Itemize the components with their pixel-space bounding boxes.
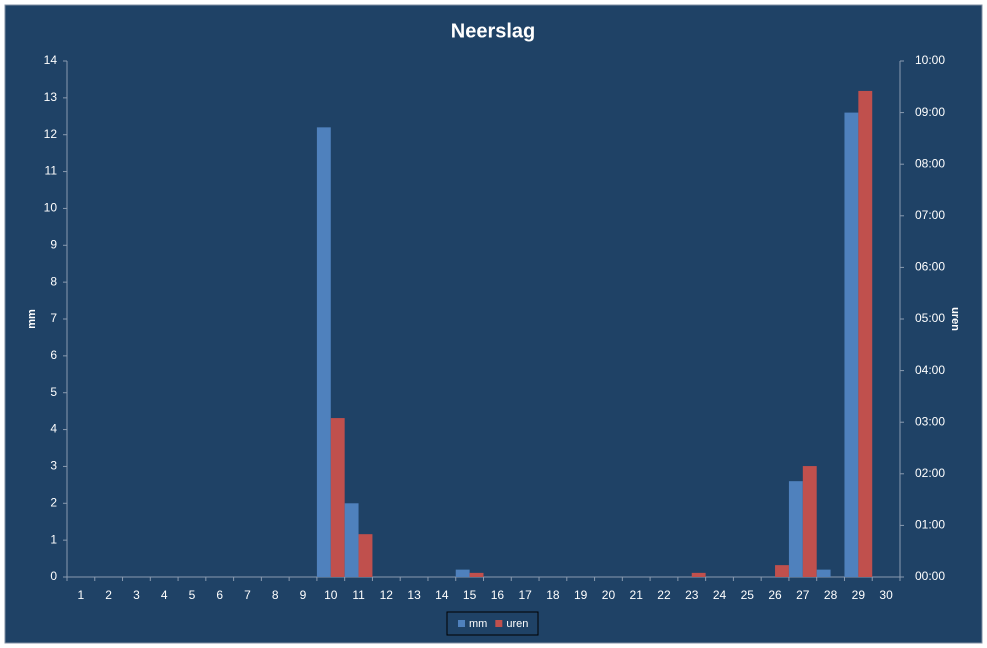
bar <box>844 112 859 577</box>
x-tick-label: 9 <box>300 588 307 602</box>
legend-swatch <box>458 620 465 627</box>
y2-tick-label: 06:00 <box>915 260 945 274</box>
x-tick-label: 17 <box>518 588 532 602</box>
x-tick-label: 22 <box>657 588 671 602</box>
bar <box>816 569 831 577</box>
legend-box <box>446 611 539 636</box>
y-tick-label: 4 <box>50 422 57 436</box>
bar <box>788 481 803 577</box>
y2-tick-label: 07:00 <box>915 208 945 222</box>
x-tick-label: 23 <box>685 588 699 602</box>
bar <box>775 565 789 577</box>
x-tick-label: 13 <box>407 588 421 602</box>
y2-axis-label: uren <box>949 307 961 331</box>
y2-tick-label: 03:00 <box>915 414 945 428</box>
bar <box>691 572 706 577</box>
x-tick-label: 4 <box>161 588 168 602</box>
x-tick-label: 20 <box>602 588 616 602</box>
y-tick-label: 7 <box>50 311 57 325</box>
y2-tick-label: 04:00 <box>915 363 945 377</box>
chart-title: Neerslag <box>451 20 536 42</box>
legend-swatch <box>495 620 503 627</box>
y2-tick-label: 05:00 <box>915 311 945 325</box>
y-tick-label: 8 <box>50 274 57 288</box>
y-tick-label: 0 <box>50 569 57 583</box>
x-tick-label: 26 <box>768 588 782 602</box>
bar <box>802 466 817 577</box>
y-tick-label: 13 <box>44 90 58 104</box>
x-tick-label: 19 <box>574 588 588 602</box>
x-tick-label: 14 <box>435 588 449 602</box>
y2-tick-label: 01:00 <box>915 518 945 532</box>
x-tick-label: 2 <box>105 588 112 602</box>
y2-tick-label: 02:00 <box>915 466 945 480</box>
y-tick-label: 1 <box>50 532 57 546</box>
x-tick-label: 1 <box>78 588 85 602</box>
x-tick-label: 18 <box>546 588 560 602</box>
y-tick-label: 3 <box>50 459 57 473</box>
y-tick-label: 12 <box>44 127 58 141</box>
x-tick-label: 16 <box>491 588 505 602</box>
y-axis-label: mm <box>26 309 38 329</box>
bar <box>469 572 484 577</box>
chart-background <box>4 4 983 644</box>
x-tick-label: 24 <box>713 588 727 602</box>
legend-label: mm <box>469 618 487 630</box>
x-tick-label: 3 <box>133 588 140 602</box>
x-tick-label: 27 <box>796 588 810 602</box>
x-tick-label: 5 <box>189 588 196 602</box>
x-tick-label: 29 <box>852 588 866 602</box>
x-tick-label: 11 <box>352 588 365 602</box>
bar <box>330 418 345 577</box>
y-tick-label: 9 <box>50 237 57 251</box>
y-tick-label: 10 <box>44 201 58 215</box>
y-tick-label: 5 <box>50 385 57 399</box>
bar <box>455 569 470 577</box>
x-tick-label: 21 <box>630 588 644 602</box>
y-tick-label: 14 <box>44 53 58 67</box>
y-tick-label: 2 <box>50 495 57 509</box>
x-tick-label: 25 <box>741 588 755 602</box>
y2-tick-label: 10:00 <box>915 53 945 67</box>
x-tick-label: 30 <box>879 588 893 602</box>
bar <box>858 90 873 577</box>
bar <box>344 503 359 577</box>
y2-tick-label: 00:00 <box>915 569 945 583</box>
bar <box>358 534 373 577</box>
x-tick-label: 15 <box>463 588 477 602</box>
y-tick-label: 11 <box>45 164 58 178</box>
y-tick-label: 6 <box>50 348 57 362</box>
y2-tick-label: 08:00 <box>915 156 945 170</box>
x-tick-label: 8 <box>272 588 279 602</box>
legend-label: uren <box>506 618 528 630</box>
y2-tick-label: 09:00 <box>915 105 945 119</box>
x-tick-label: 10 <box>324 588 338 602</box>
x-tick-label: 28 <box>824 588 838 602</box>
x-tick-label: 12 <box>380 588 394 602</box>
x-tick-label: 7 <box>244 588 251 602</box>
bar <box>316 127 331 577</box>
x-tick-label: 6 <box>216 588 223 602</box>
